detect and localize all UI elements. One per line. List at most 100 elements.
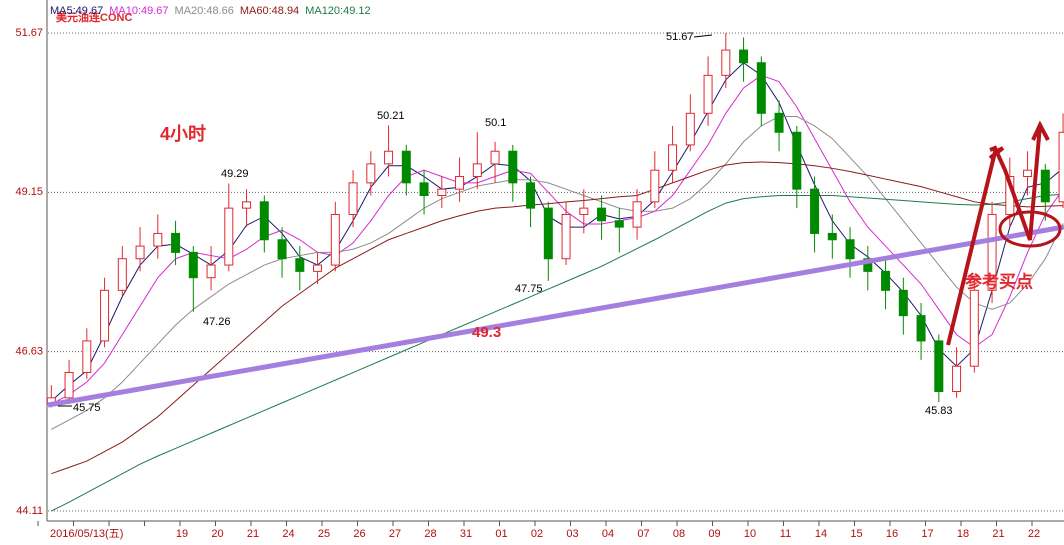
x-tick-label: 22 [1028,528,1040,540]
ma-line [51,161,1064,475]
legend-entry: MA10:49.67 [109,5,168,17]
candle-body [295,258,305,272]
candle-body [668,144,678,171]
candle-body [1023,169,1033,178]
price-label: 50.21 [377,110,405,122]
legend-entry: MA60:48.94 [240,5,299,17]
x-tick-label: 25 [318,528,330,540]
price-label: 51.67 [666,31,694,43]
x-tick-label: 09 [708,528,720,540]
annotation: 4小时 [160,124,206,144]
y-tick-label: 46.63 [15,346,43,358]
x-tick-label: 31 [460,528,472,540]
price-label: 45.83 [925,405,953,417]
ma-line [51,115,1064,430]
candle-body [259,201,269,241]
x-tick-label: 2016/05/13(五) [50,528,123,540]
chart-title: 美元油连CONC [56,10,132,24]
candle-body [1040,169,1050,203]
price-label: 49.29 [221,168,249,180]
x-tick-label: 14 [815,528,827,540]
legend-entry: MA5:49.67 [50,5,103,17]
candle-body [419,182,429,196]
x-tick-label: 16 [886,528,898,540]
candle-body [437,188,447,196]
price-label: 50.1 [485,117,506,129]
candle-body [756,62,766,114]
candle-body [863,258,873,272]
x-tick-label: 02 [531,528,543,540]
candle-body [384,150,394,165]
x-tick-label: 26 [353,528,365,540]
candle-body [224,207,234,266]
x-tick-label: 24 [282,528,294,540]
candle-body [614,220,624,228]
candle-body [82,340,92,374]
trend-line [47,224,1064,408]
candle-body [810,188,820,234]
candle-body [313,264,323,272]
candle-body [1058,131,1064,203]
candle-body [739,49,749,64]
annotation: 49.3 [472,324,501,341]
candle-body [952,365,962,392]
price-label: 47.75 [515,283,543,295]
candle-body [774,112,784,133]
candle-body [969,289,979,367]
annotation: 参考买点 [965,271,1033,291]
candle-body [242,201,252,209]
candle-body [916,315,926,342]
legend: MA5:49.67 MA10:49.67 MA20:48.66 MA60:48.94 M… [50,5,371,17]
candle-body [543,207,553,260]
x-tick-label: 20 [211,528,223,540]
x-tick-label: 10 [744,528,756,540]
candle-body [490,150,500,165]
candle-body [526,182,536,209]
candle-body [650,169,660,203]
candle-body [508,150,518,184]
x-tick-label: 21 [992,528,1004,540]
y-tick-label: 49.15 [15,186,43,198]
candle-body [330,213,340,266]
candle-body [153,232,163,247]
ma-line [51,193,1064,512]
x-tick-label: 04 [602,528,614,540]
x-tick-label: 07 [637,528,649,540]
candle-body [188,251,198,279]
candle-body [845,239,855,260]
candle-body [827,232,837,241]
candle-body [597,207,607,222]
candle-body [703,74,713,114]
candle-body [455,176,465,190]
candle-body [171,232,181,253]
price-label: 45.75 [73,402,101,414]
candle-body [64,372,74,399]
candle-body [277,239,287,260]
x-tick-label: 03 [566,528,578,540]
candle-body [898,289,908,317]
candle-body [117,258,127,291]
y-tick-label: 51.67 [15,27,43,39]
x-tick-label: 01 [495,528,507,540]
candle-body [685,112,695,146]
legend-entry: MA120:49.12 [305,5,370,17]
candle-body [721,49,731,76]
candle-body [206,264,216,279]
price-label: 47.26 [203,316,231,328]
candle-body [401,150,411,184]
arrow [989,120,1050,241]
candle-body [348,182,358,215]
legend-entry: MA20:48.66 [175,5,234,17]
label-arrow [693,34,713,38]
x-tick-label: 21 [247,528,259,540]
candle-body [472,163,482,178]
candle-body [135,245,145,260]
candle-body [632,201,642,228]
buy-point-circle [998,210,1062,248]
candle-body [792,131,802,190]
candle-body [987,213,997,291]
x-tick-label: 18 [957,528,969,540]
ma-line [50,62,1064,402]
candle-body [100,289,110,342]
candle-body [934,340,944,393]
